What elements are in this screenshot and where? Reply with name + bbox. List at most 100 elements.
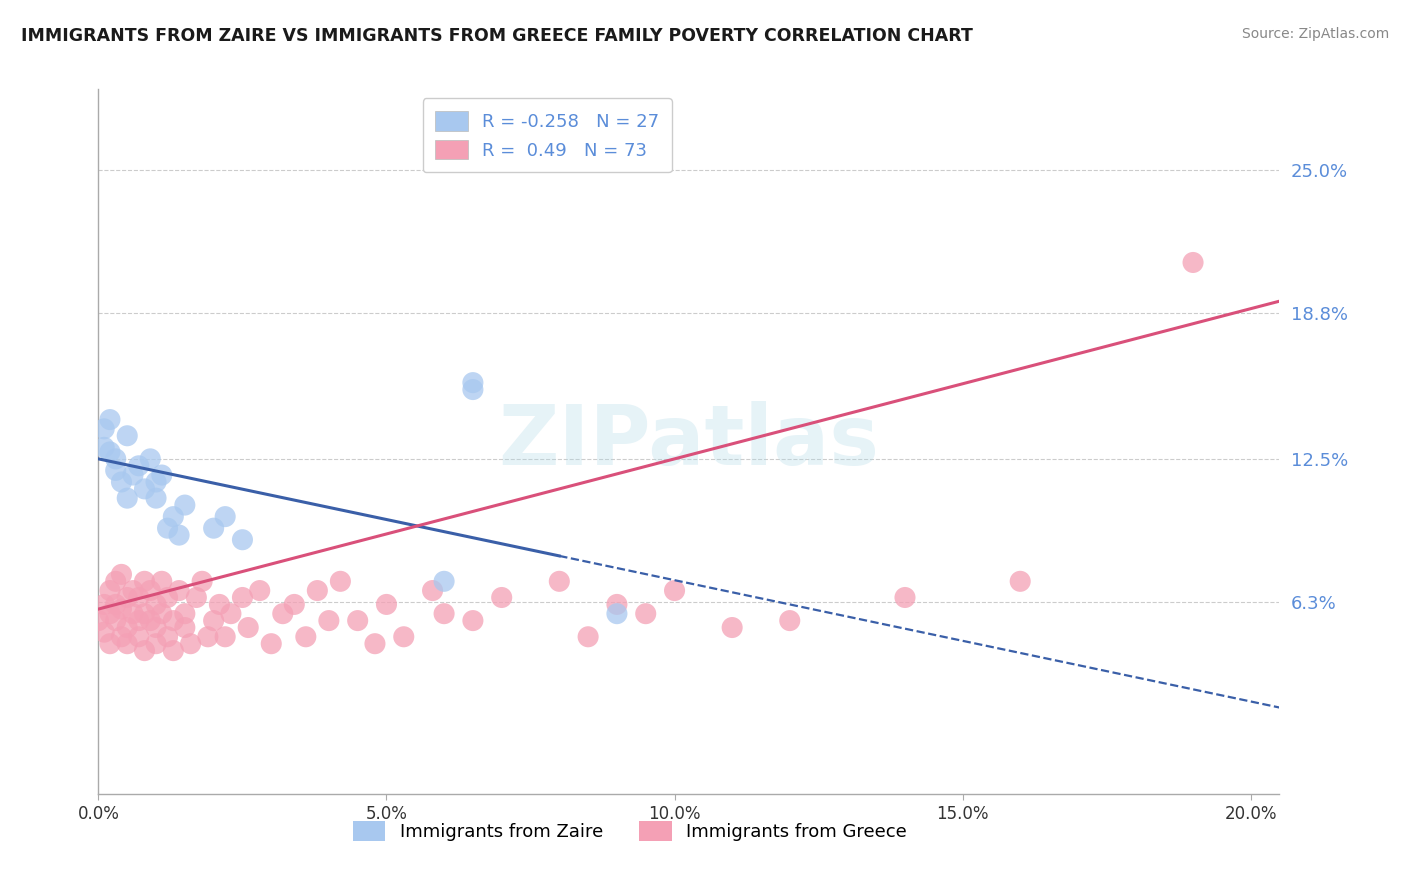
Point [576, 630, 599, 644]
Point [150, 607, 173, 621]
Point [461, 376, 484, 390]
Point [1182, 255, 1205, 269]
Point [104, 451, 127, 466]
Point [115, 591, 138, 605]
Point [167, 583, 190, 598]
Point [98, 607, 121, 621]
Point [433, 574, 456, 589]
Point [98, 412, 121, 426]
Point [162, 509, 184, 524]
Point [1010, 574, 1032, 589]
Point [150, 574, 173, 589]
Point [115, 621, 138, 635]
Point [93, 625, 115, 640]
Point [606, 607, 628, 621]
Point [110, 630, 132, 644]
Point [295, 630, 318, 644]
Point [145, 598, 167, 612]
Point [128, 458, 150, 473]
Point [134, 643, 156, 657]
Point [894, 591, 917, 605]
Point [145, 491, 167, 505]
Point [134, 574, 156, 589]
Point [664, 583, 686, 598]
Point [145, 637, 167, 651]
Point [156, 591, 179, 605]
Point [139, 451, 162, 466]
Point [433, 607, 456, 621]
Text: Source: ZipAtlas.com: Source: ZipAtlas.com [1241, 27, 1389, 41]
Point [139, 614, 162, 628]
Point [307, 583, 329, 598]
Point [422, 583, 444, 598]
Point [145, 621, 167, 635]
Point [93, 598, 115, 612]
Point [634, 607, 657, 621]
Point [98, 637, 121, 651]
Point [173, 498, 195, 512]
Point [231, 533, 253, 547]
Point [115, 637, 138, 651]
Point [214, 630, 236, 644]
Legend: Immigrants from Zaire, Immigrants from Greece: Immigrants from Zaire, Immigrants from G… [346, 814, 914, 848]
Point [122, 607, 145, 621]
Point [346, 614, 368, 628]
Point [115, 429, 138, 443]
Point [145, 475, 167, 489]
Text: IMMIGRANTS FROM ZAIRE VS IMMIGRANTS FROM GREECE FAMILY POVERTY CORRELATION CHART: IMMIGRANTS FROM ZAIRE VS IMMIGRANTS FROM… [21, 27, 973, 45]
Point [283, 598, 305, 612]
Text: ZIPatlas: ZIPatlas [499, 401, 879, 482]
Point [208, 598, 231, 612]
Point [548, 574, 571, 589]
Point [214, 509, 236, 524]
Point [156, 630, 179, 644]
Point [139, 583, 162, 598]
Point [110, 567, 132, 582]
Point [779, 614, 801, 628]
Point [128, 630, 150, 644]
Point [110, 475, 132, 489]
Point [173, 607, 195, 621]
Point [249, 583, 271, 598]
Point [150, 468, 173, 483]
Point [197, 630, 219, 644]
Point [461, 383, 484, 397]
Point [491, 591, 513, 605]
Point [606, 598, 628, 612]
Point [461, 614, 484, 628]
Point [122, 468, 145, 483]
Point [364, 637, 387, 651]
Point [104, 574, 127, 589]
Point [162, 614, 184, 628]
Point [721, 621, 744, 635]
Point [191, 574, 214, 589]
Point [98, 583, 121, 598]
Point [104, 614, 127, 628]
Point [134, 607, 156, 621]
Point [93, 422, 115, 436]
Point [104, 598, 127, 612]
Point [238, 621, 260, 635]
Point [219, 607, 242, 621]
Point [318, 614, 340, 628]
Point [122, 583, 145, 598]
Point [375, 598, 398, 612]
Point [167, 528, 190, 542]
Point [162, 643, 184, 657]
Point [93, 440, 115, 454]
Point [128, 614, 150, 628]
Point [202, 521, 225, 535]
Point [104, 463, 127, 477]
Point [329, 574, 352, 589]
Point [231, 591, 253, 605]
Point [134, 482, 156, 496]
Point [173, 621, 195, 635]
Point [260, 637, 283, 651]
Point [392, 630, 415, 644]
Point [202, 614, 225, 628]
Point [156, 521, 179, 535]
Point [87, 614, 110, 628]
Point [271, 607, 294, 621]
Point [186, 591, 208, 605]
Point [110, 602, 132, 616]
